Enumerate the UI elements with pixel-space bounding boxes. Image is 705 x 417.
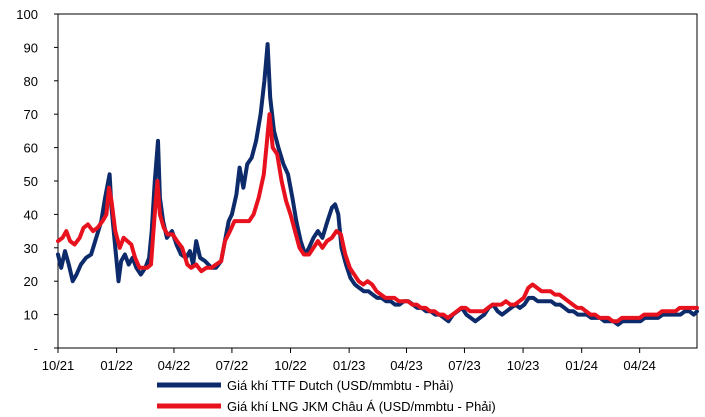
- y-tick-label: -: [34, 341, 38, 356]
- y-tick-label: 100: [16, 7, 38, 22]
- y-tick-label: 60: [24, 141, 38, 156]
- x-tick-label: 10/23: [507, 358, 540, 373]
- x-tick-label: 07/23: [448, 358, 481, 373]
- x-tick-label: 07/22: [216, 358, 249, 373]
- x-tick-label: 10/22: [274, 358, 307, 373]
- x-axis: 10/21 01/22 04/22 07/22 10/22 01/23 04/23 07/23…: [42, 348, 656, 373]
- y-tick-label: 50: [24, 174, 38, 189]
- x-tick-label: 04/23: [390, 358, 423, 373]
- x-tick-label: 04/24: [623, 358, 656, 373]
- x-tick-label: 10/21: [42, 358, 75, 373]
- y-tick-label: 80: [24, 74, 38, 89]
- y-tick-label: 90: [24, 40, 38, 55]
- y-tick-label: 70: [24, 107, 38, 122]
- x-tick-label: 04/22: [158, 358, 191, 373]
- y-tick-label: 40: [24, 207, 38, 222]
- legend: Giá khí TTF Dutch (USD/mmbtu - Phải) Giá…: [157, 378, 496, 414]
- legend-label-ttf: Giá khí TTF Dutch (USD/mmbtu - Phải): [227, 378, 454, 393]
- x-tick-label: 01/22: [100, 358, 133, 373]
- y-tick-label: 30: [24, 241, 38, 256]
- legend-label-jkm: Giá khí LNG JKM Châu Á (USD/mmbtu - Phải…: [227, 399, 496, 414]
- y-tick-label: 10: [24, 308, 38, 323]
- series-line-ttf: [56, 42, 699, 327]
- x-tick-label: 01/24: [565, 358, 598, 373]
- series-line-jkm: [56, 112, 699, 324]
- y-tick-label: 20: [24, 274, 38, 289]
- y-axis: - 10 20 30 40 50 60 70 80 90 100: [16, 7, 58, 356]
- x-tick-label: 01/23: [333, 358, 366, 373]
- series-layer: [56, 42, 699, 327]
